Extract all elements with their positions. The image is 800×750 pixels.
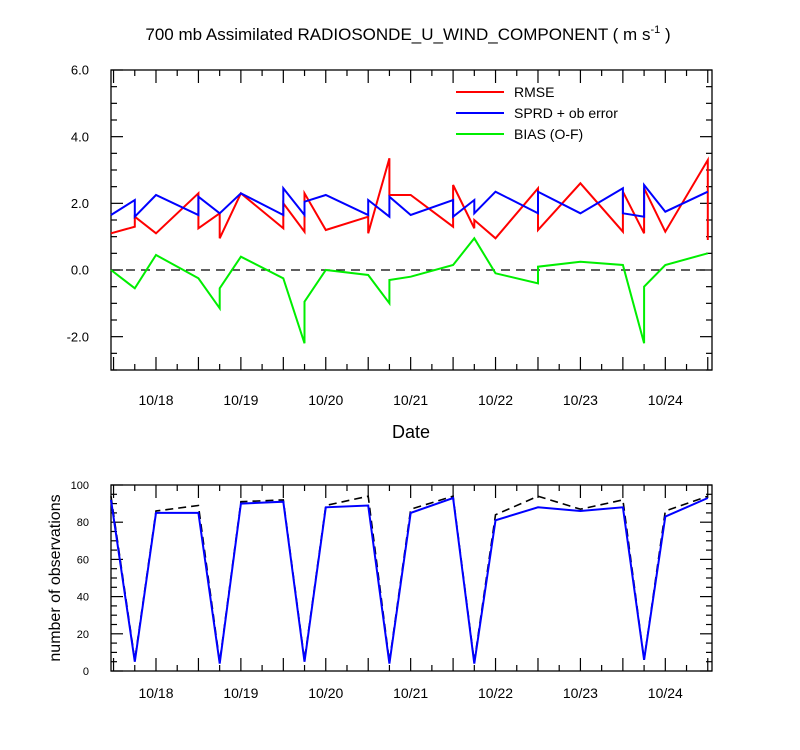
x-tick-label: 10/19: [223, 685, 258, 701]
x-tick-label: 10/18: [138, 392, 173, 408]
y-tick-label: 80: [77, 517, 89, 529]
bottom-tick-marks: [111, 484, 712, 672]
chart-title: 700 mb Assimilated RADIOSONDE_U_WIND_COM…: [145, 24, 670, 44]
y-tick-label: 100: [71, 480, 89, 492]
x-tick-label: 10/23: [563, 392, 598, 408]
x-tick-label: 10/20: [308, 392, 343, 408]
x-tick-label: 10/21: [393, 392, 428, 408]
bottom-series-lines: [110, 495, 709, 664]
y-tick-label: 0: [83, 666, 89, 678]
x-tick-label: 10/21: [393, 685, 428, 701]
legend: RMSE SPRD + ob error BIAS (O-F): [456, 84, 618, 142]
bottom-y-tick-labels: 0 20 40 60 80 100: [71, 480, 89, 678]
legend-label: SPRD + ob error: [514, 105, 618, 121]
y-tick-label: 6.0: [71, 63, 89, 78]
legend-label: BIAS (O-F): [514, 126, 583, 142]
x-tick-label: 10/20: [308, 685, 343, 701]
y-tick-label: 0.0: [71, 263, 89, 278]
legend-label: RMSE: [514, 84, 554, 100]
y-tick-label: 4.0: [71, 129, 89, 144]
x-tick-label: 10/24: [648, 392, 683, 408]
top-tick-marks: [111, 69, 712, 371]
y-tick-label: 2.0: [71, 196, 89, 211]
y-tick-label: 40: [77, 592, 89, 604]
series-line-bias-o-f: [110, 236, 709, 344]
y-axis-label-observations: number of observations: [47, 494, 64, 661]
x-tick-label: 10/23: [563, 685, 598, 701]
bottom-x-tick-labels: 10/18 10/19 10/20 10/21 10/22 10/23 10/24: [138, 685, 683, 701]
plot-frame: [110, 69, 713, 371]
y-tick-label: 60: [77, 554, 89, 566]
x-tick-label: 10/22: [478, 685, 513, 701]
x-tick-label: 10/24: [648, 685, 683, 701]
x-axis-label: Date: [392, 422, 430, 442]
bias-rmse-panel: 700 mb Assimilated RADIOSONDE_U_WIND_COM…: [67, 24, 713, 442]
top-series-lines: [110, 156, 709, 344]
top-y-tick-labels: 6.0 4.0 2.0 0.0 -2.0: [67, 63, 89, 345]
series-line-observations-used: [110, 496, 709, 664]
top-x-tick-labels: 10/18 10/19 10/20 10/21 10/22 10/23 10/24: [138, 392, 683, 408]
y-tick-label: -2.0: [67, 329, 89, 344]
x-tick-label: 10/19: [223, 392, 258, 408]
x-tick-label: 10/18: [138, 685, 173, 701]
x-tick-label: 10/22: [478, 392, 513, 408]
y-tick-label: 20: [77, 629, 89, 641]
series-line-sprd-ob-error: [110, 182, 709, 220]
